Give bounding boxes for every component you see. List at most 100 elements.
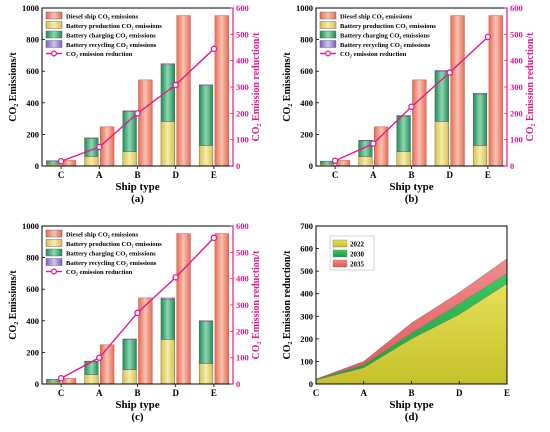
xtick-label: A bbox=[96, 388, 103, 398]
point-reduction-C bbox=[57, 374, 65, 382]
bar-diesel-A bbox=[374, 126, 389, 167]
bar-diesel-D bbox=[450, 15, 465, 167]
xtick-label: D bbox=[446, 170, 453, 180]
point-reduction-D bbox=[446, 69, 453, 76]
point-reduction-A bbox=[96, 354, 103, 361]
ytick-label: 200 bbox=[300, 334, 313, 344]
legend: Diesel ship CO₂ emissions Battery product… bbox=[45, 229, 162, 276]
point-reduction-B bbox=[408, 103, 415, 111]
panel-label: (c) bbox=[131, 411, 144, 423]
ytick-label-left: 200 bbox=[300, 129, 313, 139]
ytick-label-left: 400 bbox=[26, 316, 39, 326]
bar-diesel-B bbox=[412, 79, 427, 167]
point-reduction-C bbox=[57, 158, 65, 165]
point-reduction-A bbox=[370, 140, 377, 147]
xtick-label: C bbox=[58, 170, 65, 180]
bar-recycling-E bbox=[198, 84, 214, 86]
bar-production-B bbox=[396, 151, 411, 167]
bar-production-E bbox=[198, 363, 214, 385]
ytick-label-left: 400 bbox=[300, 98, 313, 108]
legend-label-diesel: Diesel ship CO₂ emissions bbox=[340, 14, 413, 21]
ytick-label-right: 200 bbox=[236, 326, 249, 336]
legend-label-reduction: CO₂ emission reduction bbox=[66, 51, 133, 58]
xtick-label: B bbox=[134, 170, 140, 180]
xtick-label: C bbox=[332, 170, 339, 180]
bar-recycling-B bbox=[122, 338, 137, 340]
legend-swatch-diesel bbox=[319, 11, 337, 20]
bar-recycling-D bbox=[160, 297, 175, 300]
ytick-label: 0 bbox=[309, 379, 313, 389]
xtick-label: D bbox=[172, 388, 179, 398]
xtick-label: D bbox=[172, 170, 179, 180]
ytick-label-right: 400 bbox=[236, 274, 249, 284]
y-axis-label: CO₂ Emission reduction/t bbox=[282, 250, 293, 360]
bar-production-B bbox=[122, 369, 137, 385]
legend-swatch-production bbox=[319, 21, 337, 29]
legend-swatch-recycling bbox=[319, 40, 337, 48]
bar-charging-E bbox=[198, 321, 214, 364]
ytick-label-left: 800 bbox=[26, 253, 39, 263]
legend: Diesel ship CO₂ emissions Battery product… bbox=[319, 11, 436, 58]
ytick-label-left: 600 bbox=[26, 284, 39, 294]
point-reduction-E bbox=[484, 33, 492, 41]
x-axis-label: Ship type bbox=[389, 181, 433, 193]
legend-label-reduction: CO₂ emission reduction bbox=[340, 51, 407, 58]
point-reduction-E bbox=[210, 234, 218, 242]
bar-diesel-E bbox=[214, 233, 229, 385]
bar-production-B bbox=[122, 151, 137, 167]
xtick-label: B bbox=[408, 170, 414, 180]
bar-charging-D bbox=[160, 298, 175, 340]
xtick-label: D bbox=[456, 388, 463, 398]
ytick-label: 300 bbox=[300, 311, 313, 321]
bar-charging-B bbox=[396, 116, 411, 152]
bar-recycling-D bbox=[160, 63, 175, 66]
ytick-label-left: 600 bbox=[300, 66, 313, 76]
xtick-label: A bbox=[370, 170, 377, 180]
ytick-label-right: 300 bbox=[510, 82, 523, 92]
ytick-label: 600 bbox=[300, 244, 313, 254]
legend-swatch-production bbox=[45, 239, 63, 247]
ytick-label: 500 bbox=[300, 266, 313, 276]
chart-panel-c: 0 200 400 600 800 1000 0 100 200 300 400 500 600 C A B D… bbox=[8, 221, 262, 423]
bar-charging-B bbox=[122, 339, 137, 370]
bar-recycling-E bbox=[472, 92, 488, 95]
point-reduction-B bbox=[134, 309, 141, 317]
ytick-label-right: 600 bbox=[510, 3, 523, 13]
bar-charging-E bbox=[198, 85, 214, 146]
ytick-label-right: 100 bbox=[510, 135, 523, 145]
legend-swatch-production bbox=[45, 21, 63, 29]
legend-swatch-charging bbox=[319, 30, 337, 39]
ytick-label-right: 300 bbox=[236, 82, 249, 92]
bar-diesel-D bbox=[176, 15, 191, 167]
ytick-label-right: 100 bbox=[236, 353, 249, 363]
legend-label-recycling: Battery recycling CO₂ emissions bbox=[340, 42, 431, 49]
ytick-label-right: 500 bbox=[236, 247, 249, 257]
ytick-label-right: 200 bbox=[510, 108, 523, 118]
bar-diesel-A bbox=[100, 344, 115, 385]
ytick-label-right: 0 bbox=[510, 161, 514, 171]
bar-production-E bbox=[472, 145, 488, 167]
ytick-label-right: 300 bbox=[236, 300, 249, 310]
legend-label-production: Battery production CO₂ emissions bbox=[66, 23, 162, 30]
xtick-label: E bbox=[211, 170, 217, 180]
legend-label-reduction: CO₂ emission reduction bbox=[66, 269, 133, 276]
x-axis-label: Ship type bbox=[389, 399, 433, 411]
legend-marker-reduction bbox=[50, 50, 57, 57]
bar-recycling-B bbox=[122, 110, 137, 112]
point-reduction-D bbox=[172, 274, 179, 281]
legend-label-production: Battery production CO₂ emissions bbox=[340, 23, 436, 30]
bar-production-A bbox=[358, 156, 373, 167]
chart-panel-b: 0 200 400 600 800 1000 0 100 200 300 400 500 600 C A B D… bbox=[282, 3, 536, 205]
ytick-label-left: 200 bbox=[26, 129, 39, 139]
ytick-label-left: 200 bbox=[26, 347, 39, 357]
legend-label-diesel: Diesel ship CO₂ emissions bbox=[66, 14, 139, 21]
bar-production-D bbox=[160, 339, 175, 385]
line-reduction bbox=[60, 48, 215, 162]
legend-swatch-2035 bbox=[332, 259, 348, 268]
line-reduction bbox=[60, 237, 215, 379]
legend-label-2035: 2035 bbox=[350, 261, 365, 269]
legend-swatch-recycling bbox=[45, 258, 63, 266]
point-reduction-C bbox=[331, 157, 339, 164]
bar-charging-A bbox=[84, 361, 99, 375]
xtick-label: E bbox=[504, 388, 510, 398]
